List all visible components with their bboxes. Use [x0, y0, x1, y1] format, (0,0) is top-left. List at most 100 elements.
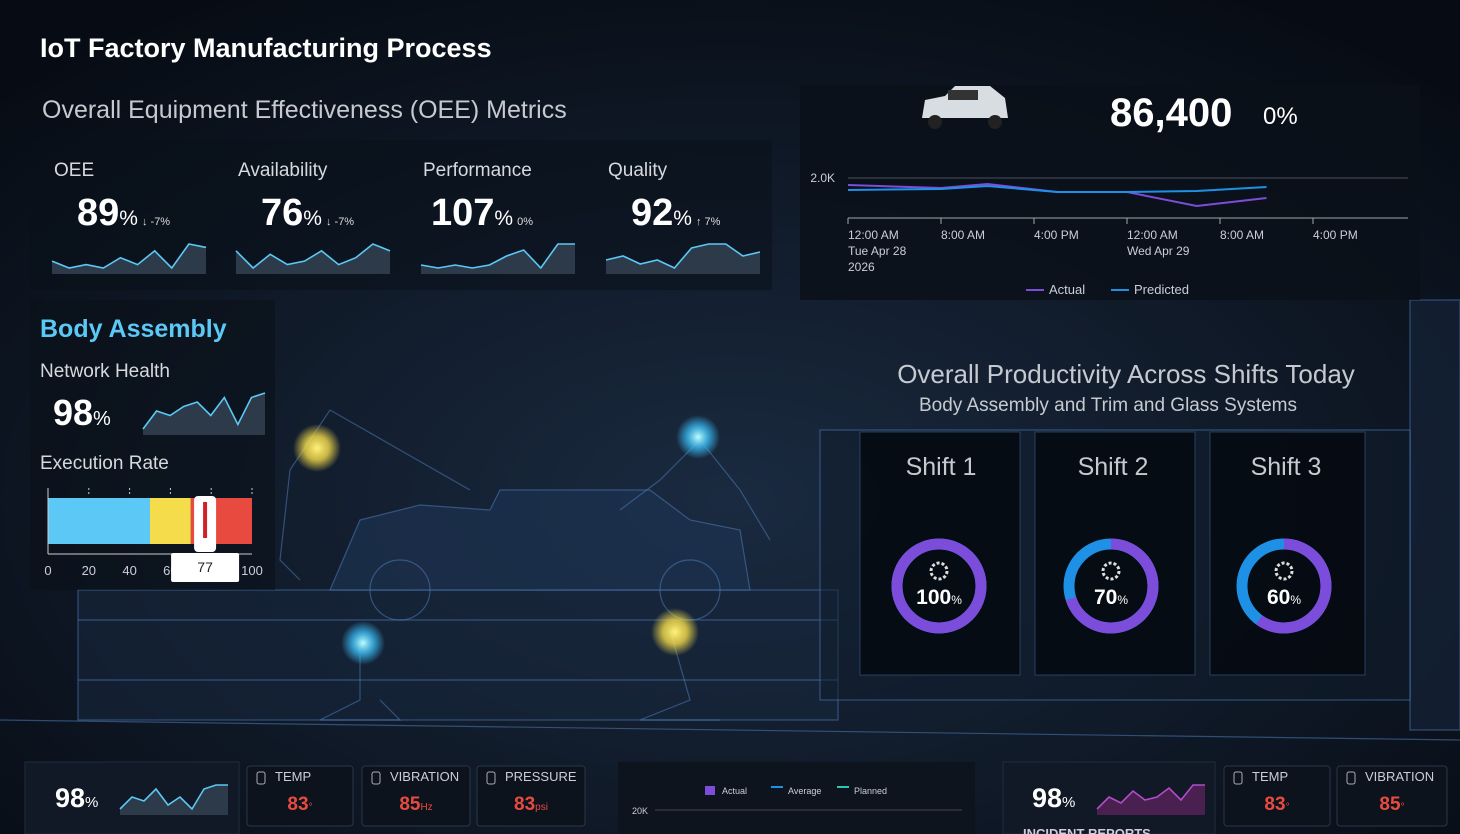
metric-value: 98%	[53, 392, 111, 433]
unit: °	[1286, 802, 1290, 813]
sensor-icon	[486, 771, 496, 785]
unit: %	[494, 207, 513, 230]
metric-label: Network Health	[40, 361, 170, 382]
x-tick-label: 4:00 PM	[1034, 228, 1079, 242]
metric-value: 98%	[55, 783, 98, 813]
page-title: IoT Factory Manufacturing Process	[40, 33, 492, 63]
shift-label: Shift 2	[1078, 453, 1149, 481]
sensor-tile	[361, 765, 471, 827]
tick-label: 100	[241, 563, 263, 578]
unit: psi	[535, 802, 548, 813]
delta: ↓ -7%	[326, 216, 354, 228]
value: 83	[287, 794, 308, 815]
value: 70	[1094, 586, 1117, 609]
tick-label: 20	[82, 563, 96, 578]
metric-value: 85°	[1379, 794, 1404, 815]
glow	[676, 415, 720, 459]
metric-value: 70%	[1094, 586, 1128, 609]
section-title: Overall Equipment Effectiveness (OEE) Me…	[42, 96, 567, 124]
value: 85	[399, 794, 421, 815]
y-tick-label: 2.0K	[810, 171, 835, 185]
production-count: 86,400	[1110, 91, 1232, 135]
sensor-tile	[1223, 765, 1331, 827]
x-tick-label: 8:00 AM	[941, 228, 986, 242]
panel-label: INCIDENT REPORTS	[1023, 826, 1151, 834]
unit: Hz	[420, 802, 432, 813]
sensor-tile	[476, 765, 586, 827]
metric-label: Performance	[423, 160, 532, 181]
sparkline-area	[1097, 785, 1205, 815]
legend-label: Actual	[722, 786, 747, 796]
section-title: Overall Productivity Across Shifts Today	[897, 359, 1355, 389]
sensor-label: VIBRATION	[390, 769, 459, 784]
delta: 0%	[517, 216, 533, 228]
metric-value: 83psi	[514, 794, 548, 815]
gear-icon	[929, 561, 949, 581]
value: 107	[431, 192, 494, 234]
value: 83	[514, 794, 535, 815]
section-subtitle: Body Assembly and Trim and Glass Systems	[919, 395, 1297, 416]
legend-swatch	[705, 786, 715, 795]
tick-label: 0	[44, 563, 51, 578]
metric-value: 76% ↓ -7%	[261, 192, 354, 234]
metric-value: 83°	[287, 794, 312, 815]
shift-label: Shift 3	[1251, 453, 1322, 481]
value: 98	[55, 783, 85, 813]
sparkline-area	[120, 785, 228, 815]
delta: ↑ 7%	[696, 216, 721, 228]
sparkline	[51, 243, 207, 270]
value: 100	[916, 586, 951, 609]
sparkline-area	[236, 244, 390, 274]
legend-label: Average	[788, 786, 821, 796]
metric-label: OEE	[54, 160, 94, 181]
y-tick-label: 20K	[632, 806, 648, 816]
sparkline	[1096, 784, 1205, 810]
glow	[293, 424, 341, 472]
gear-icon	[1274, 561, 1294, 581]
sensor-tile	[1336, 765, 1448, 827]
body-panel	[30, 300, 275, 590]
value: 98	[53, 392, 93, 433]
x-tick-label: 4:00 PM	[1313, 228, 1358, 242]
donut-arc	[1236, 538, 1332, 634]
sparkline-area	[143, 393, 265, 435]
value: 76	[261, 192, 303, 234]
unit: %	[1117, 593, 1128, 607]
metric-label: Quality	[608, 160, 668, 181]
donut-arc	[1063, 538, 1159, 634]
sparkline	[235, 243, 391, 270]
sensor-icon	[256, 771, 266, 785]
glow	[651, 608, 699, 656]
gauge-value: 77	[197, 559, 213, 575]
metric-label: Availability	[238, 160, 328, 181]
sparkline	[119, 784, 228, 811]
metric-label: Execution Rate	[40, 453, 169, 474]
truck-icon	[922, 86, 1008, 129]
x-tick-label: 8:00 AM	[1220, 228, 1265, 242]
unit: °	[309, 802, 313, 813]
line	[847, 184, 1267, 193]
unit: %	[951, 593, 962, 607]
unit: %	[93, 408, 111, 430]
legend-label: Actual	[1049, 282, 1085, 297]
sparkline	[142, 392, 266, 430]
metric-value: 92% ↑ 7%	[631, 192, 721, 234]
bottom-panel	[618, 762, 975, 834]
sensor-label: TEMP	[275, 769, 311, 784]
shift-label: Shift 1	[906, 453, 977, 481]
sensor-icon	[1233, 771, 1243, 785]
donut-arc	[891, 538, 987, 634]
x-tick-label: 12:00 AM Wed Apr 29	[1127, 228, 1190, 258]
metric-value: 85Hz	[399, 794, 432, 815]
unit: %	[119, 207, 138, 230]
metric-value: 83°	[1264, 794, 1289, 815]
unit: °	[1401, 802, 1405, 813]
metric-value: 60%	[1267, 586, 1301, 609]
delta: ↓ -7%	[142, 216, 170, 228]
x-tick-label: 12:00 AM Tue Apr 28 2026	[848, 228, 907, 274]
unit: %	[303, 207, 322, 230]
shift-panels	[859, 431, 1366, 676]
legend-swatch	[837, 786, 849, 788]
